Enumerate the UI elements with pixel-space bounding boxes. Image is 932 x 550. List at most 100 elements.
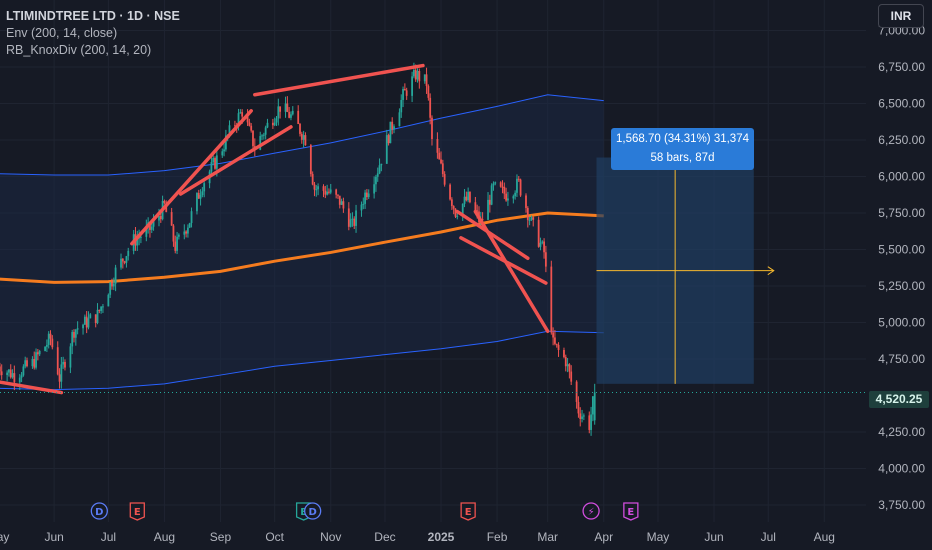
x-axis-tick-label: Jul	[101, 530, 116, 544]
candle-body	[98, 309, 101, 311]
candle-body	[326, 191, 329, 195]
candle-body	[454, 208, 457, 217]
candle-body	[423, 74, 426, 82]
candle-body	[150, 226, 153, 230]
candle-body	[299, 123, 301, 134]
candle-body	[56, 347, 59, 375]
candle-body	[94, 314, 97, 324]
candle-body	[82, 324, 84, 329]
candle-body	[112, 283, 115, 287]
candle-body	[411, 76, 413, 96]
candle-body	[438, 152, 441, 160]
candle-body	[449, 184, 451, 200]
candle-body	[74, 329, 77, 338]
candle-body	[494, 182, 497, 184]
candle-body	[389, 121, 392, 144]
candle-body	[261, 135, 263, 137]
candle-body	[405, 90, 408, 96]
candle-body	[550, 266, 553, 333]
candle-body	[127, 250, 130, 257]
candle-body	[73, 332, 75, 338]
candle-body	[266, 122, 269, 128]
x-axis-tick-label: Aug	[154, 530, 175, 544]
candle-body	[109, 282, 112, 295]
candle-body	[259, 136, 262, 150]
candle-body	[418, 70, 421, 82]
x-axis-tick-label: May	[0, 530, 9, 544]
candle-body	[275, 118, 278, 123]
candle-body	[555, 343, 558, 345]
candle-body	[9, 369, 12, 378]
y-axis-tick-label: 5,000.00	[878, 316, 925, 330]
candle-body	[286, 103, 289, 112]
candle-body	[365, 192, 368, 198]
candle-body	[347, 208, 350, 227]
y-axis-tick-label: 3,750.00	[878, 498, 925, 512]
x-axis-tick-label: Dec	[374, 530, 395, 544]
candle-body	[60, 364, 63, 382]
candle-body	[517, 178, 520, 180]
event-label: E	[300, 507, 307, 518]
candle-body	[512, 196, 515, 199]
x-axis-tick-label: Mar	[537, 530, 558, 544]
candle-body	[174, 241, 177, 251]
x-axis-tick-label: Sep	[210, 530, 232, 544]
x-axis-tick-label: Jul	[761, 530, 776, 544]
candle-body	[436, 139, 439, 153]
envelope-basis-line	[0, 211, 604, 284]
candle-body	[212, 158, 215, 163]
candle-body	[223, 149, 225, 152]
indicator-knoxdiv-label[interactable]: RB_KnoxDiv (200, 14, 20)	[6, 43, 152, 57]
candle-body	[196, 193, 198, 212]
candle-body	[188, 223, 191, 228]
candle-body	[416, 70, 419, 80]
symbol-title[interactable]: LTIMINDTREE LTD · 1D · NSE	[6, 9, 180, 23]
candle-body	[431, 117, 433, 140]
y-axis-tick-label: 4,000.00	[878, 462, 925, 476]
divergence-line	[0, 380, 64, 395]
candle-body	[317, 186, 319, 190]
candle-body	[563, 350, 565, 358]
y-axis-tick-label: 5,500.00	[878, 243, 925, 257]
candle-body	[349, 219, 352, 227]
candle-body	[530, 217, 533, 220]
candle-body	[481, 219, 484, 221]
currency-button[interactable]: INR	[878, 4, 924, 28]
candle-body	[201, 191, 204, 196]
y-axis-tick-label: 4,250.00	[878, 425, 925, 439]
envelope-upper-line	[0, 94, 604, 176]
candle-body	[525, 195, 527, 208]
candle-body	[351, 218, 354, 220]
candle-body	[136, 238, 139, 246]
candle-body	[328, 191, 330, 193]
chart-legend: LTIMINDTREE LTD · 1D · NSE Env (200, 14,…	[6, 8, 180, 59]
candle-body	[172, 225, 175, 242]
candle-body	[248, 122, 251, 126]
y-axis-tick-label: 6,000.00	[878, 170, 925, 184]
candle-body	[87, 318, 90, 328]
candle-body	[89, 314, 92, 319]
candle-body	[413, 69, 415, 77]
candle-body	[49, 333, 52, 339]
measure-change: 1,568.70 (34.31%) 31,374	[616, 133, 749, 145]
candle-body	[11, 373, 14, 378]
candle-body	[0, 366, 1, 372]
indicator-env-label[interactable]: Env (200, 14, close)	[6, 26, 118, 40]
candle-body	[237, 113, 240, 127]
event-label: D	[309, 507, 317, 518]
candle-body	[210, 162, 213, 172]
candle-body	[290, 114, 292, 118]
candle-body	[51, 338, 54, 348]
candle-body	[380, 163, 383, 166]
candle-body	[199, 195, 202, 199]
earnings-icon	[460, 502, 476, 521]
candle-body	[487, 199, 489, 220]
candle-body	[190, 211, 193, 224]
y-axis-tick-label: 6,500.00	[878, 97, 925, 111]
candle-body	[456, 216, 459, 218]
candle-body	[44, 346, 46, 351]
candle-body	[593, 392, 596, 421]
candle-body	[414, 69, 417, 80]
candle-body	[570, 371, 573, 382]
